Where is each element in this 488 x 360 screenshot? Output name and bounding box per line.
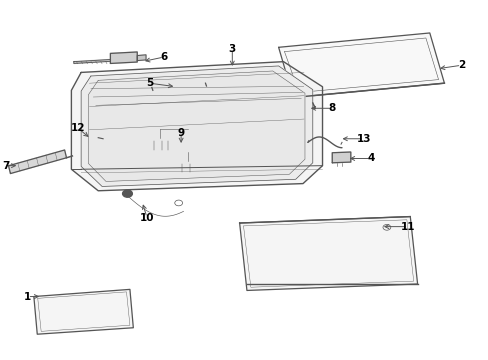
Text: 6: 6 [160,52,167,62]
Polygon shape [259,103,315,116]
Text: 11: 11 [400,222,414,231]
Text: 8: 8 [328,103,335,113]
Text: 12: 12 [70,123,85,133]
Polygon shape [8,150,66,174]
Text: 5: 5 [145,78,153,88]
Text: 13: 13 [356,134,370,144]
Polygon shape [176,161,199,176]
Polygon shape [137,55,146,60]
Polygon shape [278,33,444,98]
Text: 7: 7 [2,161,9,171]
Text: 3: 3 [228,44,235,54]
Polygon shape [88,71,305,181]
Polygon shape [331,152,350,163]
Polygon shape [34,289,133,334]
Polygon shape [110,52,137,63]
Polygon shape [71,62,322,191]
Text: 4: 4 [367,153,374,163]
Text: 2: 2 [457,60,464,70]
Text: 1: 1 [24,292,31,302]
Polygon shape [149,138,171,153]
Polygon shape [239,217,417,291]
Polygon shape [152,83,206,90]
Polygon shape [74,59,110,63]
Circle shape [122,190,132,197]
Text: 9: 9 [177,129,184,138]
Polygon shape [81,66,312,186]
Text: 10: 10 [140,213,154,222]
